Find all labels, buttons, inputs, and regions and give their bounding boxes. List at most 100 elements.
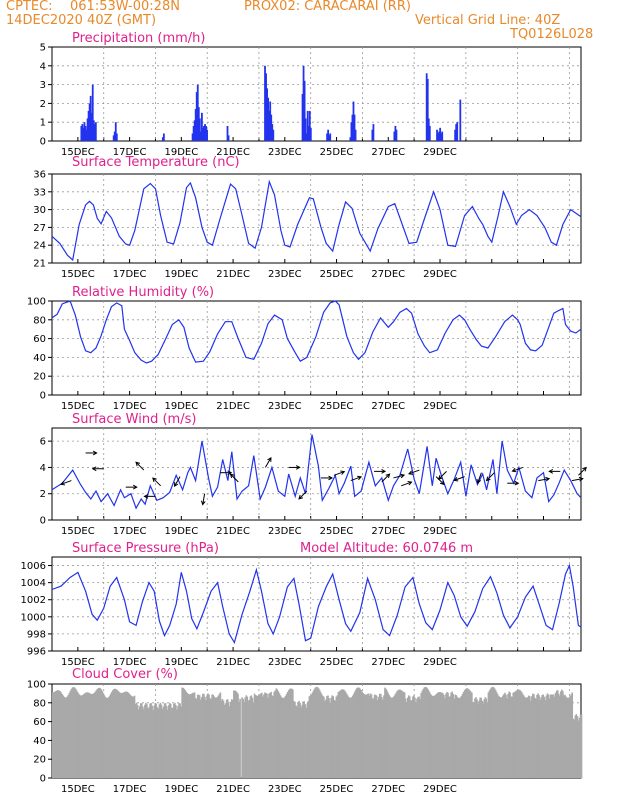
cloud-bar bbox=[529, 696, 531, 778]
cloud-bar bbox=[531, 696, 533, 778]
cloud-bar bbox=[82, 694, 84, 778]
cloud-bar bbox=[304, 704, 307, 778]
cloud-bar bbox=[380, 693, 382, 778]
cloud-bar bbox=[174, 702, 176, 778]
cloud-bar bbox=[246, 696, 249, 778]
cloud-bar bbox=[319, 692, 322, 778]
cloud-bar bbox=[60, 692, 62, 778]
cloud-bar bbox=[406, 697, 409, 778]
cloud-bar bbox=[93, 693, 95, 778]
cloud-bar bbox=[305, 707, 308, 778]
precip-bar bbox=[202, 127, 204, 141]
wind-arrow-shaft bbox=[578, 467, 587, 476]
cloud-bar bbox=[159, 702, 162, 778]
cloud-bar bbox=[415, 702, 417, 778]
cloud-bar bbox=[155, 703, 158, 778]
cloud-bar bbox=[57, 690, 59, 778]
precip-bar bbox=[352, 101, 355, 141]
cloud-bar bbox=[78, 694, 81, 778]
cloud-bar bbox=[336, 695, 339, 778]
y-tick-label: 1006 bbox=[21, 561, 46, 572]
cloud-bar bbox=[161, 708, 164, 778]
cloud-bar bbox=[475, 697, 477, 778]
cloud-bar bbox=[122, 692, 124, 778]
cloud-bar bbox=[196, 694, 199, 778]
precip-bar bbox=[203, 125, 205, 141]
cloud-bar bbox=[363, 694, 366, 778]
cloud-bar bbox=[370, 694, 373, 778]
wind-arrow-shaft bbox=[230, 473, 239, 483]
cloud-bar bbox=[513, 692, 516, 778]
x-tick-label: 29DEC bbox=[423, 526, 457, 537]
wind-arrow bbox=[288, 465, 301, 470]
wind-arrow bbox=[264, 456, 272, 468]
cloud-bar bbox=[193, 692, 196, 778]
y-tick-label: 1 bbox=[40, 118, 46, 129]
x-tick-label: 23DEC bbox=[268, 657, 302, 668]
wind-arrow-shaft bbox=[381, 473, 390, 483]
precip-bar bbox=[83, 122, 86, 141]
cloud-bar bbox=[84, 693, 86, 778]
cloud-bar bbox=[212, 694, 214, 778]
cloud-bar bbox=[184, 690, 187, 778]
cloud-bar bbox=[369, 693, 372, 778]
wind-arrow bbox=[229, 473, 239, 483]
cloud-bar bbox=[527, 695, 530, 778]
cloud-bar bbox=[477, 703, 479, 778]
cloud-bar bbox=[566, 697, 568, 778]
cloud-bar bbox=[485, 698, 488, 778]
cloud-bar bbox=[554, 692, 557, 778]
cloud-bar bbox=[520, 691, 523, 778]
cloud-bar bbox=[156, 707, 159, 778]
cloud-bar bbox=[204, 696, 206, 778]
cloud-bar bbox=[139, 703, 142, 778]
cloud-bar bbox=[179, 703, 181, 778]
wind-arrow-head bbox=[381, 469, 387, 474]
cloud-bar bbox=[177, 706, 179, 778]
cloud-bar bbox=[495, 692, 498, 778]
cloud-bar bbox=[270, 691, 272, 778]
precip-bar bbox=[329, 133, 332, 141]
cloud-bar bbox=[106, 697, 109, 778]
cloud-bar bbox=[291, 688, 293, 778]
wind-arrow bbox=[350, 475, 363, 482]
wind-arrow-shaft bbox=[538, 478, 550, 482]
cloud-bar bbox=[54, 691, 56, 778]
cloud-bar bbox=[381, 697, 383, 778]
cloud-bar bbox=[510, 696, 512, 778]
cloud-bar bbox=[388, 694, 390, 778]
cloud-bar bbox=[351, 697, 353, 778]
x-tick-label: 25DEC bbox=[320, 401, 354, 412]
x-tick-label: 29DEC bbox=[423, 657, 457, 668]
cloud-bar bbox=[422, 688, 425, 778]
y-tick-label: 4 bbox=[40, 61, 46, 72]
cloud-bar bbox=[79, 695, 82, 778]
cloud-bar bbox=[170, 707, 173, 778]
precip-bar bbox=[199, 131, 202, 141]
cloud-bar bbox=[563, 695, 565, 778]
cloud-bar bbox=[316, 687, 319, 778]
precip-bar bbox=[82, 127, 85, 141]
cloud-bar bbox=[172, 707, 174, 778]
cloud-bar bbox=[237, 693, 239, 778]
cloud-bar bbox=[187, 693, 190, 778]
cloud-bar bbox=[70, 688, 73, 778]
cloud-bar bbox=[114, 688, 116, 778]
cloud-bar bbox=[456, 696, 459, 778]
cloud-bar bbox=[183, 688, 186, 778]
cloud-bar bbox=[568, 697, 570, 778]
panel-title: Surface Temperature (nC) bbox=[72, 155, 240, 170]
cloud-bar bbox=[462, 691, 465, 778]
cloud-bar bbox=[222, 700, 225, 778]
cloud-bar bbox=[213, 696, 216, 778]
cloud-bar bbox=[465, 688, 468, 778]
precip-bar bbox=[195, 92, 198, 141]
wind-arrow-head bbox=[439, 480, 445, 486]
cloud-bar bbox=[505, 694, 507, 778]
precip-bar bbox=[91, 84, 94, 141]
cloud-bar bbox=[333, 699, 336, 778]
cloud-bar bbox=[541, 694, 544, 778]
precip-bar bbox=[272, 129, 275, 141]
cloud-bar bbox=[244, 697, 247, 778]
cloud-bar bbox=[383, 695, 385, 778]
